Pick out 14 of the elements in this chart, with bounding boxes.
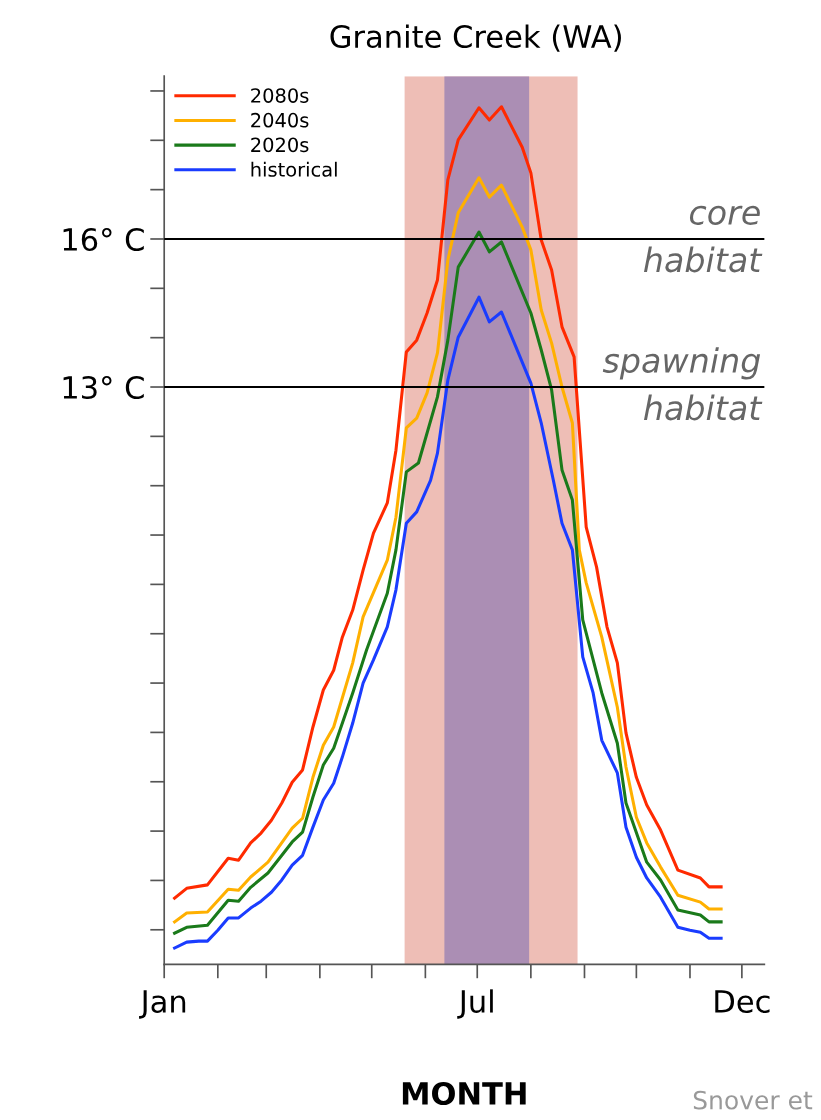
text: Snover et [693,1090,813,1110]
x-axis-title: MONTH [402,1081,526,1106]
x-tick-label: Dec [715,990,770,1013]
legend-label: historical [251,161,337,177]
legend-label: 2080s [251,88,309,103]
ref-line-label: core habitat [643,205,763,273]
chart-title: Granite Creek (WA) [330,24,621,52]
x-tick-label: Jul [457,989,493,1019]
legend-label: 2020s [251,137,309,153]
y-tick-label: 13° C [63,375,144,400]
x-tick-label: Jan [139,990,186,1019]
ref-line-label: spawning habitat [602,347,763,421]
legend-label: 2040s [251,112,309,128]
y-tick-label: 16° C [63,227,144,252]
